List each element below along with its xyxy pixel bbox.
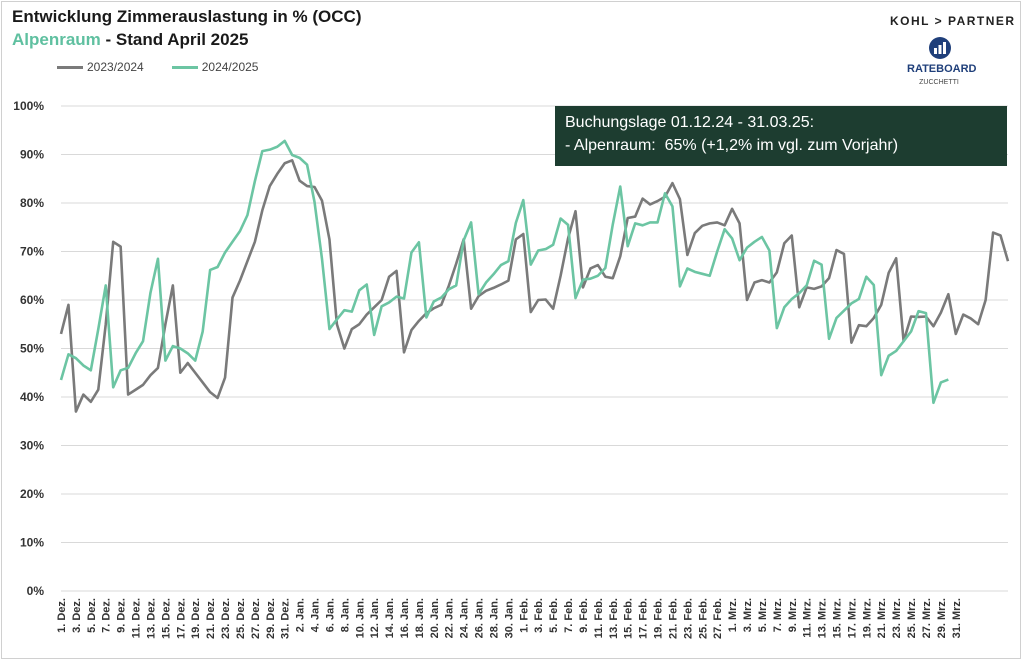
info-line-1: Buchungslage 01.12.24 - 31.03.25: bbox=[565, 114, 815, 131]
x-tick-label: 27. Feb. bbox=[712, 598, 724, 639]
x-tick-label: 25. Mrz. bbox=[906, 598, 918, 638]
brand-kohl-partner: KOHL > PARTNER bbox=[890, 14, 1016, 28]
y-tick-label: 70% bbox=[20, 245, 44, 259]
x-tick-label: 7. Dez. bbox=[101, 598, 113, 633]
x-tick-label: 24. Jan. bbox=[459, 598, 471, 638]
x-tick-label: 21. Feb. bbox=[667, 598, 679, 639]
rateboard-logo: RATEBOARD ZUCCHETTI bbox=[907, 34, 977, 94]
x-tick-label: 20. Jan. bbox=[429, 598, 441, 638]
x-tick-label: 16. Jan. bbox=[399, 598, 411, 638]
x-tick-label: 31. Mrz. bbox=[951, 598, 963, 638]
legend-label-2023: 2023/2024 bbox=[87, 60, 144, 74]
x-tick-label: 21. Mrz. bbox=[876, 598, 888, 638]
chart-subtitle: Alpenraum - Stand April 2025 bbox=[12, 30, 248, 50]
legend-swatch-2024 bbox=[171, 65, 198, 69]
x-tick-label: 11. Feb. bbox=[593, 598, 605, 638]
y-tick-label: 50% bbox=[20, 342, 44, 356]
x-tick-label: 13. Feb. bbox=[608, 598, 620, 639]
rateboard-sub: ZUCCHETTI bbox=[919, 79, 959, 86]
x-tick-label: 17. Dez. bbox=[175, 598, 187, 639]
x-tick-label: 17. Mrz. bbox=[846, 598, 858, 638]
x-tick-label: 13. Dez. bbox=[145, 598, 157, 639]
x-tick-label: 14. Jan. bbox=[384, 598, 396, 638]
x-tick-label: 9. Feb. bbox=[578, 598, 590, 633]
x-tick-label: 29. Dez. bbox=[265, 598, 277, 639]
x-tick-label: 3. Feb. bbox=[533, 598, 545, 633]
x-tick-label: 19. Dez. bbox=[190, 598, 202, 639]
rateboard-name: RATEBOARD bbox=[907, 63, 977, 75]
x-tick-label: 19. Mrz. bbox=[861, 598, 873, 638]
x-tick-label: 1. Dez. bbox=[56, 598, 68, 633]
booking-info-box: Buchungslage 01.12.24 - 31.03.25: - Alpen… bbox=[555, 106, 1007, 166]
x-tick-label: 8. Jan. bbox=[339, 598, 351, 632]
x-tick-label: 27. Mrz. bbox=[921, 598, 933, 638]
chart-title: Entwicklung Zimmerauslastung in % (OCC) bbox=[12, 7, 362, 26]
x-tick-label: 1. Mrz. bbox=[727, 598, 739, 632]
x-tick-label: 23. Mrz. bbox=[891, 598, 903, 638]
x-tick-label: 5. Mrz. bbox=[757, 598, 769, 632]
x-tick-label: 10. Jan. bbox=[354, 598, 366, 638]
x-tick-label: 30. Jan. bbox=[503, 598, 515, 638]
y-tick-label: 0% bbox=[27, 584, 45, 598]
x-tick-label: 25. Dez. bbox=[235, 598, 247, 639]
x-tick-label: 27. Dez. bbox=[250, 598, 262, 639]
x-tick-label: 5. Feb. bbox=[548, 598, 560, 633]
y-tick-label: 40% bbox=[20, 390, 44, 404]
x-tick-label: 15. Dez. bbox=[160, 598, 172, 639]
x-tick-label: 29. Mrz. bbox=[936, 598, 948, 638]
x-tick-label: 22. Jan. bbox=[444, 598, 456, 638]
x-tick-label: 3. Dez. bbox=[71, 598, 83, 633]
y-tick-label: 60% bbox=[20, 293, 44, 307]
x-tick-label: 12. Jan. bbox=[369, 598, 381, 638]
x-tick-label: 11. Mrz. bbox=[802, 598, 814, 638]
x-tick-label: 6. Jan. bbox=[324, 598, 336, 632]
y-tick-label: 10% bbox=[20, 536, 44, 550]
legend-label-2024: 2024/2025 bbox=[201, 60, 259, 74]
series-line-2024-2025 bbox=[59, 139, 949, 405]
subtitle-stand: - Stand April 2025 bbox=[100, 30, 249, 49]
x-tick-label: 7. Feb. bbox=[563, 598, 575, 633]
subtitle-region: Alpenraum bbox=[12, 30, 101, 49]
y-tick-label: 30% bbox=[20, 439, 44, 453]
x-tick-label: 15. Mrz. bbox=[831, 598, 843, 638]
rateboard-globe-icon bbox=[929, 37, 951, 59]
x-tick-label: 11. Dez. bbox=[131, 598, 143, 638]
x-tick-label: 25. Feb. bbox=[697, 598, 709, 639]
y-tick-label: 90% bbox=[20, 148, 44, 162]
x-tick-label: 21. Dez. bbox=[205, 598, 217, 639]
x-tick-label: 4. Jan. bbox=[310, 598, 322, 632]
y-tick-label: 80% bbox=[20, 196, 44, 210]
y-tick-label: 100% bbox=[13, 99, 44, 113]
x-tick-label: 23. Dez. bbox=[220, 598, 232, 639]
x-tick-label: 9. Mrz. bbox=[787, 598, 799, 632]
series-line-2023-2024 bbox=[59, 159, 1010, 413]
x-tick-label: 5. Dez. bbox=[86, 598, 98, 633]
x-tick-label: 13. Mrz. bbox=[817, 598, 829, 638]
info-line-2: - Alpenraum: 65% (+1,2% im vgl. zum Vorj… bbox=[565, 137, 899, 154]
x-tick-label: 2. Jan. bbox=[295, 598, 307, 632]
x-tick-label: 31. Dez. bbox=[280, 598, 292, 639]
x-tick-label: 17. Feb. bbox=[638, 598, 650, 639]
legend-item-2024: 2024/2025 bbox=[171, 60, 259, 74]
x-tick-label: 26. Jan. bbox=[474, 598, 486, 638]
y-tick-label: 20% bbox=[20, 487, 44, 501]
x-tick-label: 23. Feb. bbox=[682, 598, 694, 639]
x-tick-label: 19. Feb. bbox=[653, 598, 665, 639]
x-tick-label: 7. Mrz. bbox=[772, 598, 784, 632]
legend-item-2023: 2023/2024 bbox=[57, 60, 144, 74]
x-tick-label: 1. Feb. bbox=[518, 598, 530, 633]
x-tick-label: 15. Feb. bbox=[623, 598, 635, 639]
x-tick-label: 9. Dez. bbox=[116, 598, 128, 633]
legend-swatch-2023 bbox=[57, 65, 83, 69]
x-tick-label: 3. Mrz. bbox=[742, 598, 754, 632]
x-tick-label: 18. Jan. bbox=[414, 598, 426, 638]
x-tick-label: 28. Jan. bbox=[488, 598, 500, 638]
chart-legend: 2023/2024 2024/2025 bbox=[57, 60, 258, 74]
